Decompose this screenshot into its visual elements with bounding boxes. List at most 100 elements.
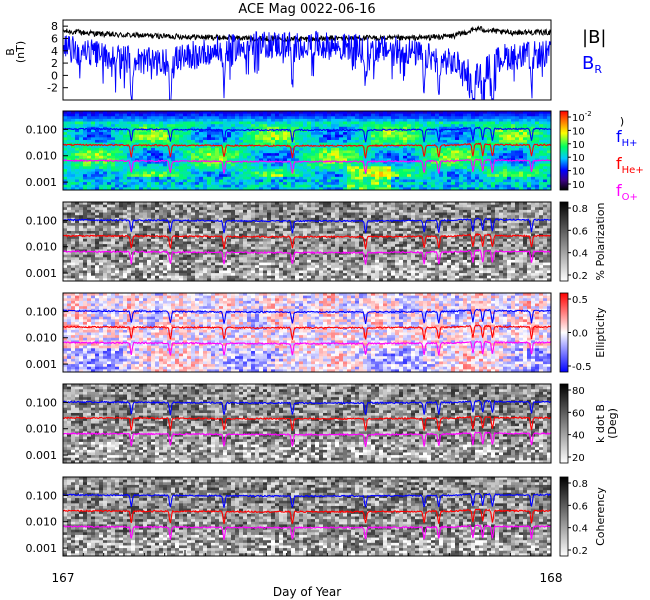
legend-entry-1: fHe+ [616,154,644,176]
colorbar-tick-label: 10-2 [572,110,592,124]
legend-subscript: He+ [622,165,644,176]
y-tick-label: -2 [47,82,58,95]
line-f-o [62,524,551,540]
series-B_R [63,30,551,100]
colorbar-tick-label: 0.5 [572,295,588,306]
line-f-h [62,126,552,143]
colorbar-tick-label: 0.8 [572,479,588,490]
line-f-o [62,340,552,356]
y-tick-label: 2 [51,57,58,70]
x-tick-label-start: 167 [52,571,75,585]
colorbar-title: ) [620,115,624,128]
y-tick-label: 4 [51,45,58,58]
legend-entry-1: BR [582,53,602,76]
y-tick-label: 0.100 [26,489,58,502]
line-f-he [62,324,552,340]
colorbar-tick-label: 0.6 [572,501,588,512]
colorbar-kdotb: 80 60 40 20 k dot B (Deg) [559,383,619,464]
x-tick-label-end: 168 [540,571,563,585]
colorbar-tick-label: 0.0 [572,329,588,340]
colorbar-tick-label: 10 [572,180,585,191]
y-tick-label: 0.010 [26,241,58,254]
colorbar-bar [559,476,569,557]
colorbar-tick-label: 0.4 [572,249,588,260]
line-f-h [62,217,552,234]
panel-frame [62,110,552,191]
colorbar-title: % Polarization [594,203,607,281]
colorbar-tick-label: 0.2 [572,546,588,557]
colorbar-tick-label: 60 [572,408,585,419]
panel-power: 0.100 0.010 0.001 10-2 10 10 10 10 10)fH+ fHe+ fO+ [26,110,644,203]
x-axis: 167 168 Day of Year [52,571,563,599]
y-tick-label: 0.010 [26,150,58,163]
colorbar-tick-exponent: -2 [585,110,592,118]
colorbar-bar [559,383,569,464]
line-f-o [62,249,552,265]
panel-frame [62,201,552,282]
line-f-o [62,431,552,448]
colorbar-power: 10-2 10 10 10 10 10) [559,110,624,191]
colorbar-title: k dot B [594,404,607,443]
colorbar-polarization: 0.8 0.6 0.4 0.2 % Polarization [559,201,607,282]
y-tick-label: 0.010 [26,516,58,529]
heatmap-cells [63,384,552,464]
panel-polarization: 0.100 0.010 0.001 0.8 0.6 0.4 0.2 % Polarizatio… [26,201,607,282]
y-tick-label: 0.001 [26,542,58,555]
line-f-he [62,415,552,431]
x-axis-label: Day of Year [273,585,341,599]
line-f-he [62,232,552,250]
y-tick-label: 0.100 [26,123,58,136]
colorbar-coherency: 0.8 0.6 0.4 0.2 Coherency [559,476,607,557]
heatmap-cells [63,111,552,191]
y-axis-unit: (nT) [14,41,27,63]
y-axis-label: B [4,48,17,56]
y-tick-label: 0.001 [26,449,58,462]
colorbar-tick-label: 0.6 [572,226,588,237]
colorbar-tick-label: 0.8 [572,204,588,215]
y-tick-label: 0.010 [26,332,58,345]
y-tick-label: 6 [51,32,58,45]
colorbar-bar [559,110,569,191]
y-tick-label: 0.001 [26,358,58,371]
y-tick-label: 0.010 [26,423,58,436]
colorbar-tick-label: 40 [572,431,585,442]
colorbar-title: Ellipticity [594,307,607,358]
colorbar-tick-label: 10 [572,140,585,151]
panel-frame [62,292,552,373]
y-tick-label: 0.001 [26,176,58,189]
legend-subscript: O+ [622,192,638,203]
legend-entry-2: fO+ [616,181,638,203]
colorbar-tick-label: 10 [572,153,585,164]
panel-coherency: 0.100 0.010 0.001 0.8 0.6 0.4 0.2 Coherency [26,476,607,557]
panel-kdotb: 0.100 0.010 0.001 80 60 40 20 k dot B (Deg) [26,383,619,464]
y-tick-label: 8 [51,20,58,33]
colorbar-bar [559,292,569,373]
legend-entry-0: |B| [582,27,606,48]
line-f-he [62,508,552,524]
y-tick-label: 0 [51,69,58,82]
heatmap-cells [63,477,552,557]
heatmap-cells [63,202,552,282]
line-f-he [62,142,552,159]
line-f-h [62,492,552,508]
colorbar-tick-label: 0.2 [572,271,588,282]
panel-frame [62,383,552,464]
series-B_total [63,25,551,44]
colorbar-tick-label: 20 [572,453,585,464]
y-tick-label: 0.100 [26,214,58,227]
colorbar-title-unit: (Deg) [606,408,619,439]
colorbar-tick-label: 10 [572,167,585,178]
y-tick-label: 0.100 [26,396,58,409]
chart-title: ACE Mag 0022-06-16 [238,2,375,17]
colorbar-tick-label: 0.4 [572,524,588,535]
line-f-h [62,399,552,416]
panel-frame [62,19,552,101]
colorbar-tick-label: 10 [572,126,585,137]
legend-subscript: R [594,63,602,76]
x-axis-ticks [62,550,552,556]
line-f-h [62,308,552,325]
